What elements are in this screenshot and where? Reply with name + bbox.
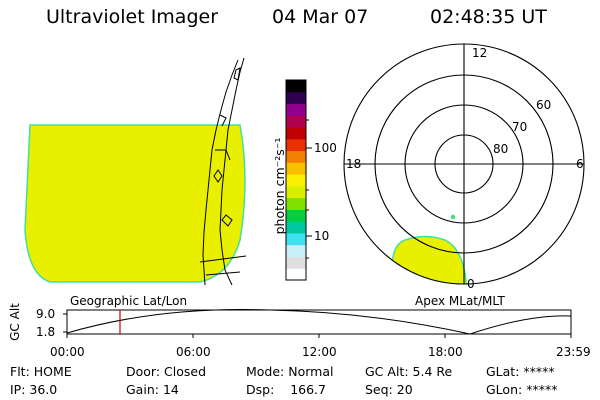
altitude-ylabel: GC Alt — [8, 303, 22, 341]
color-bar-segment — [286, 103, 306, 116]
polar-emission-spot — [450, 214, 456, 220]
color-bar-segment — [286, 197, 306, 210]
altitude-plot — [63, 308, 572, 338]
altitude-ytick-low: 1.8 — [36, 325, 56, 339]
lat-label-80: 80 — [493, 142, 509, 156]
altitude-xtick-2: 12:00 — [302, 345, 337, 359]
color-bar-segment — [286, 150, 306, 163]
polar-grid — [343, 43, 585, 285]
color-bar-segment — [286, 80, 306, 93]
color-bar-segment — [286, 162, 306, 175]
lat-label-60: 60 — [536, 98, 552, 112]
color-bar-segment — [286, 174, 306, 187]
status-glat: GLat: ***** — [486, 364, 555, 379]
color-bar-segment — [286, 91, 306, 105]
altitude-xtick-1: 06:00 — [176, 345, 211, 359]
apex-label: Apex MLat/MLT — [415, 294, 505, 308]
color-bar-segment — [286, 232, 306, 246]
polar-plot — [343, 43, 585, 285]
altitude-xtick-3: 18:00 — [428, 345, 463, 359]
geographic-image — [24, 57, 247, 286]
color-bar-frame — [285, 79, 307, 281]
color-bar-tick-10: 10 — [314, 229, 330, 243]
color-bar-axis — [306, 119, 312, 259]
color-bar-label: photon cm⁻²s⁻¹ — [272, 137, 287, 235]
geographic-label: Geographic Lat/Lon — [70, 294, 188, 308]
altitude-xtick-4: 23:59 — [556, 345, 591, 359]
color-bar-segment — [286, 221, 306, 234]
mlt-label-top: 12 — [472, 46, 488, 60]
color-bar-segment — [286, 138, 306, 152]
status-seq: Seq: 20 — [365, 382, 413, 397]
status-dsp: Dsp: 166.7 — [246, 382, 326, 397]
coastline-lines — [199, 57, 247, 286]
color-bar-segment — [286, 209, 306, 222]
status-glon: GLon: ***** — [486, 382, 558, 397]
status-gc-alt: GC Alt: 5.4 Re — [365, 364, 453, 379]
time-label: 02:48:35 UT — [430, 6, 547, 28]
color-bar-segment — [286, 185, 306, 199]
color-bar-tick-100: 100 — [314, 141, 337, 155]
status-mode: Mode: Normal — [246, 364, 334, 379]
altitude-xtick-0: 00:00 — [50, 345, 85, 359]
color-bar-segment — [286, 256, 306, 269]
status-gain: Gain: 14 — [126, 382, 179, 397]
auroral-emission-region — [24, 124, 246, 283]
page-title: Ultraviolet Imager — [46, 6, 219, 28]
altitude-curve — [66, 308, 572, 335]
mlt-label-left: 18 — [346, 157, 362, 171]
status-ip: IP: 36.0 — [10, 382, 58, 397]
date-label: 04 Mar 07 — [272, 6, 369, 28]
mlt-label-right: 6 — [576, 157, 584, 171]
status-door: Door: Closed — [126, 364, 207, 379]
color-bar-segment — [286, 115, 306, 128]
mlt-label-bottom: 0 — [467, 277, 475, 291]
color-bar-segment — [286, 268, 306, 281]
color-bar-segment — [286, 244, 306, 257]
color-bar — [285, 79, 307, 281]
lat-label-70: 70 — [512, 120, 528, 134]
status-flt: Flt: HOME — [10, 364, 72, 379]
altitude-ytick-high: 9.0 — [36, 307, 56, 321]
color-bar-segment — [286, 127, 306, 140]
